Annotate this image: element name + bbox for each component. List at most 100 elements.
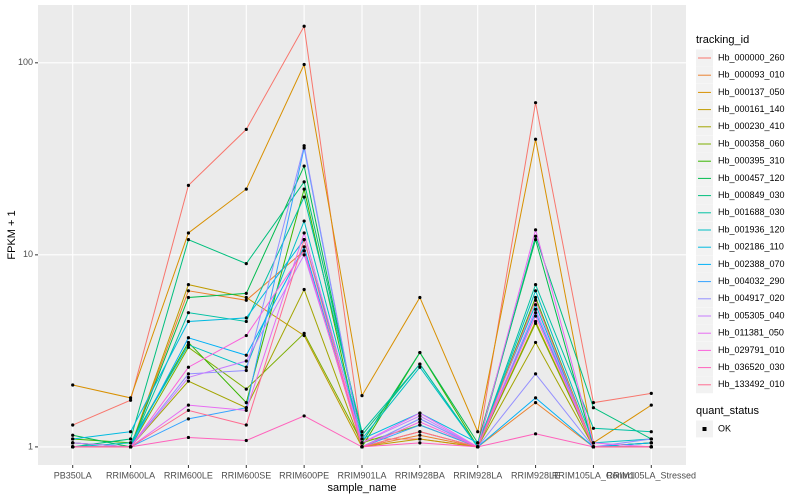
data-point (591, 426, 596, 430)
data-point (591, 401, 596, 405)
legend-label: Hb_000849_030 (718, 190, 785, 200)
data-point (360, 393, 364, 398)
y-axis-title: FPKM + 1 (6, 210, 18, 259)
data-point (302, 245, 306, 249)
legend-label: Hb_000161_140 (718, 104, 785, 114)
legend-label: Hb_036520_030 (718, 362, 785, 372)
data-point (186, 372, 191, 376)
data-point (186, 238, 191, 242)
data-point (302, 164, 306, 168)
data-point (418, 430, 422, 434)
data-point (186, 231, 191, 235)
data-point (649, 403, 653, 407)
data-point (244, 298, 248, 302)
data-point (533, 340, 538, 345)
data-point (302, 253, 306, 257)
data-point (302, 146, 306, 150)
legend-label: Hb_001688_030 (718, 207, 785, 217)
data-point (360, 441, 364, 445)
data-point (418, 437, 422, 441)
data-point (244, 387, 248, 391)
data-point (533, 401, 538, 405)
data-point (244, 353, 248, 357)
data-point (244, 187, 248, 191)
data-point (244, 127, 248, 132)
data-point (418, 365, 422, 369)
data-point (476, 430, 480, 434)
data-point (186, 403, 191, 407)
legend-label: Hb_000000_260 (718, 52, 785, 62)
data-point (186, 340, 191, 345)
data-point (533, 289, 538, 293)
data-point (128, 430, 133, 434)
data-point (418, 423, 422, 427)
data-point (649, 430, 653, 434)
data-point (360, 430, 364, 434)
data-point (244, 438, 248, 443)
data-point (302, 219, 306, 223)
data-point (418, 417, 422, 421)
x-axis-title: sample_name (327, 482, 396, 494)
data-point (418, 411, 422, 415)
data-point (533, 314, 538, 318)
data-point (418, 350, 422, 355)
data-point (418, 414, 422, 418)
data-point (360, 437, 364, 441)
x-tick-label: RRIM600PE (279, 470, 329, 480)
data-point (244, 319, 248, 324)
data-point (476, 445, 480, 449)
data-point (302, 331, 306, 335)
data-point (302, 62, 306, 67)
legend-label: Hb_000358_060 (718, 138, 785, 148)
data-point (418, 420, 422, 424)
legend-point (702, 427, 707, 431)
data-point (302, 231, 306, 235)
data-point (533, 321, 538, 325)
data-point (186, 375, 191, 380)
data-point (533, 283, 538, 287)
data-point (244, 365, 248, 369)
data-point (186, 319, 191, 324)
data-point (186, 295, 191, 300)
legend-label: Hb_004917_020 (718, 293, 785, 303)
data-point (71, 423, 75, 427)
legend-label: Hb_000137_050 (718, 87, 785, 97)
data-point (128, 437, 133, 441)
data-point (71, 433, 75, 437)
y-tick-label: 10 (23, 249, 33, 259)
data-point (533, 238, 538, 242)
data-point (533, 101, 538, 105)
data-point (302, 180, 306, 184)
data-point (591, 445, 596, 449)
x-tick-label: RRIM928BA (395, 470, 445, 480)
y-tick-label: 100 (18, 57, 33, 67)
data-point (302, 24, 306, 28)
data-point (360, 445, 364, 449)
legend-label: Hb_011381_050 (718, 328, 784, 338)
data-point (244, 368, 248, 373)
x-tick-label: RRIM105LA_Control (552, 470, 635, 480)
x-tick-label: RRIM600LA (106, 470, 155, 480)
data-point (302, 287, 306, 292)
data-point (186, 336, 191, 340)
legend-label: Hb_000395_310 (718, 156, 785, 166)
data-point (186, 311, 191, 315)
data-point (71, 441, 75, 445)
data-point (533, 298, 538, 302)
legend-label: Hb_000457_120 (718, 173, 785, 183)
data-point (128, 445, 133, 449)
data-point (244, 408, 248, 412)
data-point (302, 195, 306, 199)
y-tick-label: 1 (28, 441, 33, 451)
data-point (533, 372, 538, 376)
data-point (649, 441, 653, 445)
data-point (649, 445, 653, 449)
data-point (591, 441, 596, 445)
data-point (418, 441, 422, 445)
data-point (533, 432, 538, 436)
data-point (71, 383, 75, 387)
data-point (186, 435, 191, 440)
data-point (71, 437, 75, 441)
data-point (302, 249, 306, 253)
